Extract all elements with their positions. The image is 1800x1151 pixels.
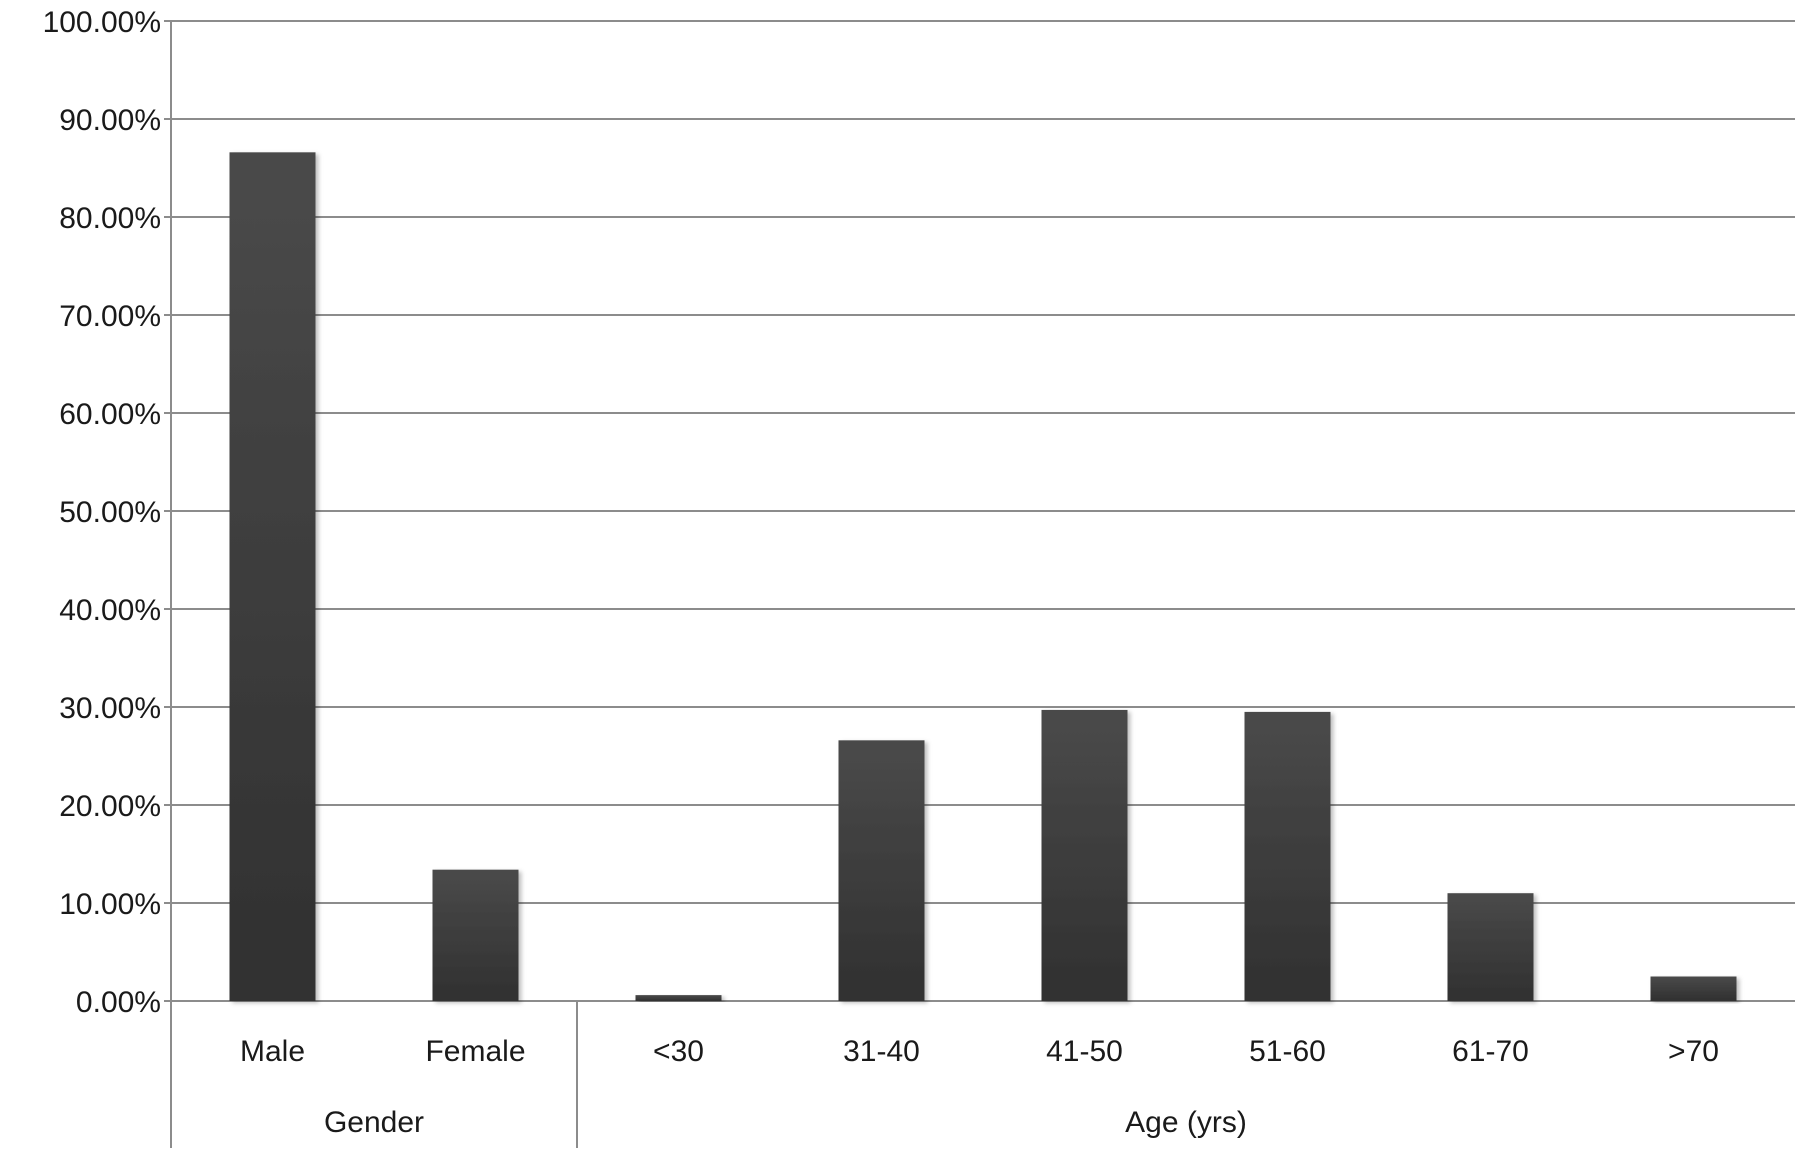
- bar-31-40: [838, 740, 925, 1001]
- x-group-label: Age (yrs): [1125, 1106, 1247, 1139]
- x-tick-label: >70: [1668, 1035, 1719, 1068]
- x-group-label: Gender: [324, 1106, 424, 1139]
- x-tick-label: <30: [653, 1035, 704, 1068]
- x-axis-tick-labels: Male Female <30 31-40 41-50 51-60 61-70 >70: [240, 1035, 1719, 1068]
- axes: [164, 20, 578, 1148]
- bar-<30: [635, 995, 722, 1001]
- bar-41-50: [1041, 709, 1128, 1001]
- y-tick-label: 60.00%: [59, 398, 161, 431]
- y-tick-label: 70.00%: [59, 300, 161, 333]
- y-tick-label: 40.00%: [59, 594, 161, 627]
- y-tick-label: 90.00%: [59, 104, 161, 137]
- x-tick-label: Male: [240, 1035, 305, 1068]
- x-tick-label: Female: [425, 1035, 525, 1068]
- x-tick-label: 31-40: [843, 1035, 920, 1068]
- y-axis-tick-labels: 0.00% 10.00% 20.00% 30.00% 40.00% 50.00% 60.00…: [43, 6, 161, 1019]
- bar-61-70: [1447, 893, 1534, 1001]
- gridlines: [171, 20, 1795, 1002]
- bar->70: [1650, 976, 1737, 1001]
- x-tick-label: 51-60: [1249, 1035, 1326, 1068]
- bars: [229, 152, 1737, 1001]
- x-tick-label: 61-70: [1452, 1035, 1529, 1068]
- y-tick-label: 100.00%: [43, 6, 161, 39]
- x-axis-group-labels: Gender Age (yrs): [324, 1106, 1247, 1139]
- bar-Female: [432, 869, 519, 1001]
- y-tick-label: 50.00%: [59, 496, 161, 529]
- x-tick-label: 41-50: [1046, 1035, 1123, 1068]
- bar-Male: [229, 152, 316, 1001]
- y-tick-label: 0.00%: [76, 986, 161, 1019]
- y-tick-label: 80.00%: [59, 202, 161, 235]
- bar-51-60: [1244, 711, 1331, 1001]
- y-tick-label: 30.00%: [59, 692, 161, 725]
- y-tick-label: 10.00%: [59, 888, 161, 921]
- y-tick-label: 20.00%: [59, 790, 161, 823]
